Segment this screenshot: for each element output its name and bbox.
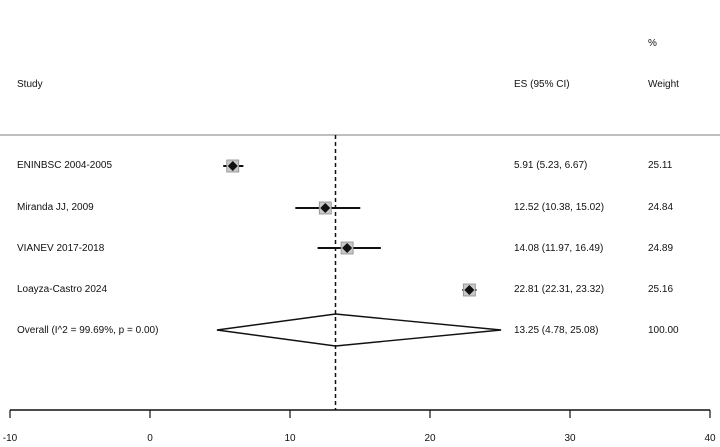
x-tick-label-30: 30 <box>564 433 576 444</box>
header-study: Study <box>17 79 43 90</box>
header-weight-pct: % <box>648 38 657 49</box>
overall-es: 13.25 (4.78, 25.08) <box>514 325 599 336</box>
point-estimate-1 <box>227 161 238 171</box>
study-es-2: 12.52 (10.38, 15.02) <box>514 202 605 213</box>
study-label-4: Loayza-Castro 2024 <box>17 284 108 295</box>
study-weight-1: 25.11 <box>648 160 673 171</box>
study-es-3: 14.08 (11.97, 16.49) <box>514 243 604 254</box>
study-weight-2: 24.84 <box>648 202 674 213</box>
x-axis-ticks: -10 0 10 20 30 40 <box>3 410 716 444</box>
header-es: ES (95% CI) <box>514 79 570 90</box>
point-estimate-2 <box>320 203 331 213</box>
x-tick-label-0: 0 <box>147 433 153 444</box>
overall-diamond <box>216 313 502 347</box>
point-estimate-3 <box>342 243 353 253</box>
study-label-3: VIANEV 2017-2018 <box>17 243 105 254</box>
overall-weight: 100.00 <box>648 325 679 336</box>
x-tick-label-40: 40 <box>704 433 716 444</box>
header-weight: Weight <box>648 79 679 90</box>
study-es-4: 22.81 (22.31, 23.32) <box>514 284 605 295</box>
forest-marks <box>216 135 502 410</box>
point-estimate-4 <box>464 285 475 295</box>
x-tick-label-20: 20 <box>424 433 436 444</box>
study-weight-3: 24.89 <box>648 243 674 254</box>
study-label-2: Miranda JJ, 2009 <box>17 202 94 213</box>
study-es-1: 5.91 (5.23, 6.67) <box>514 160 588 171</box>
study-label-1: ENINBSC 2004-2005 <box>17 160 113 171</box>
x-tick-label--10: -10 <box>3 433 18 444</box>
study-weight-4: 25.16 <box>648 284 674 295</box>
x-tick-label-10: 10 <box>284 433 296 444</box>
overall-label: Overall (I^2 = 99.69%, p = 0.00) <box>17 325 159 336</box>
